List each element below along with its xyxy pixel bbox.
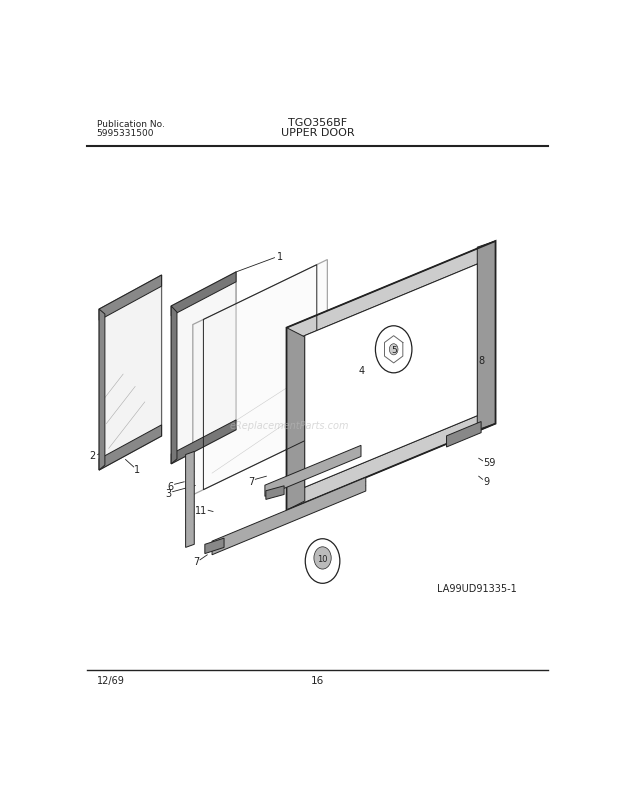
Polygon shape [99,426,162,471]
Text: 1: 1 [277,252,283,262]
Polygon shape [446,422,481,447]
Text: LA99UD91335-1: LA99UD91335-1 [437,583,517,593]
Polygon shape [266,486,284,499]
Polygon shape [193,260,327,495]
Text: 2: 2 [89,450,95,460]
Text: 7: 7 [248,476,254,486]
Text: 1: 1 [134,465,140,475]
Circle shape [305,539,340,584]
Polygon shape [185,452,194,548]
Text: 6: 6 [167,481,174,491]
Circle shape [389,344,398,356]
Circle shape [376,326,412,373]
Polygon shape [99,275,162,321]
Polygon shape [171,272,236,464]
Polygon shape [286,409,495,511]
Polygon shape [99,275,162,471]
Text: 11: 11 [195,506,207,516]
Polygon shape [171,272,236,316]
Text: 3: 3 [165,488,171,499]
Text: 12/69: 12/69 [97,675,125,685]
Polygon shape [212,478,366,555]
Text: 16: 16 [311,675,324,685]
Polygon shape [99,310,105,471]
Polygon shape [286,242,495,344]
Text: 7: 7 [193,556,199,566]
Text: eReplacementParts.com: eReplacementParts.com [229,420,348,430]
Text: Publication No.: Publication No. [97,120,164,128]
Polygon shape [286,328,305,511]
Text: 5: 5 [391,345,397,354]
Text: UPPER DOOR: UPPER DOOR [281,128,355,138]
Text: 5995331500: 5995331500 [97,128,154,137]
Polygon shape [171,420,236,464]
Polygon shape [305,265,477,487]
Text: 4: 4 [359,366,365,376]
Text: 8: 8 [479,356,485,365]
Polygon shape [205,539,224,554]
Text: 10: 10 [317,554,328,564]
Text: 59: 59 [484,458,496,467]
Polygon shape [265,446,361,497]
Text: TGO356BF: TGO356BF [288,118,347,128]
Polygon shape [171,307,177,464]
Text: 9: 9 [484,476,490,486]
Circle shape [314,547,331,569]
Polygon shape [477,242,495,430]
